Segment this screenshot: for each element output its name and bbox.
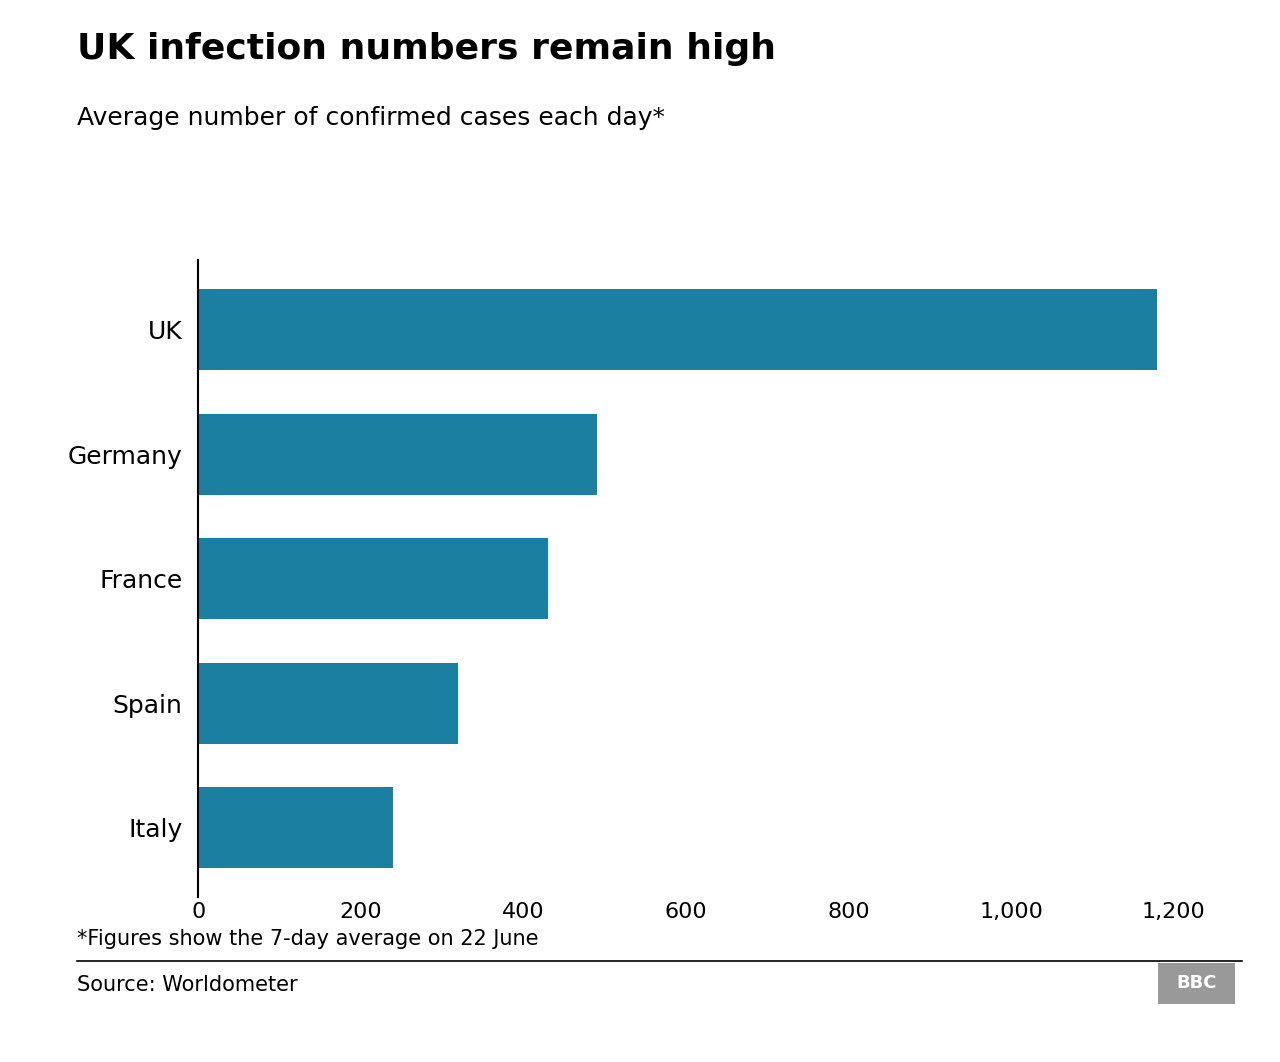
Bar — [198, 787, 393, 869]
Text: UK infection numbers remain high: UK infection numbers remain high — [77, 32, 776, 66]
Text: Average number of confirmed cases each day*: Average number of confirmed cases each d… — [77, 106, 664, 131]
Text: BBC: BBC — [1176, 975, 1217, 992]
Bar — [198, 289, 1157, 371]
Text: *Figures show the 7-day average on 22 June: *Figures show the 7-day average on 22 Ju… — [77, 929, 539, 949]
Bar — [198, 663, 458, 743]
Bar — [198, 538, 548, 619]
Text: Source: Worldometer: Source: Worldometer — [77, 975, 297, 995]
Bar — [198, 414, 596, 495]
